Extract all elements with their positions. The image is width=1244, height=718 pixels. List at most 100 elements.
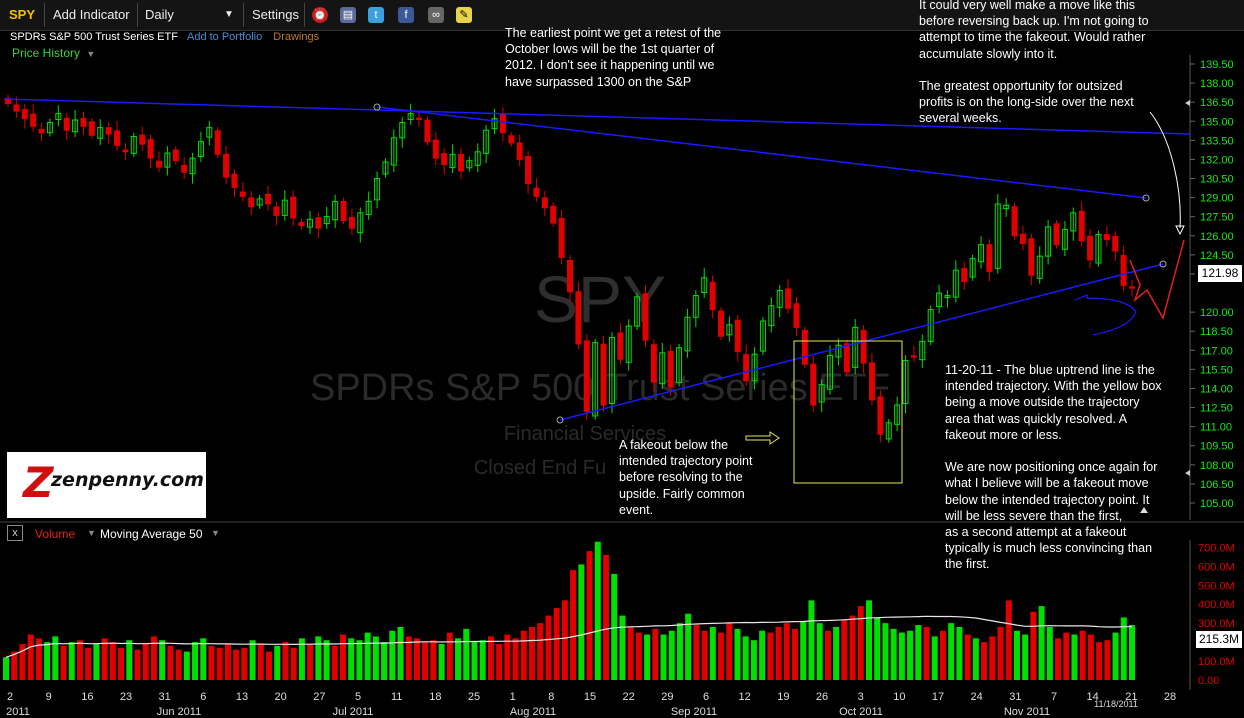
price-tick-label: 135.00	[1200, 116, 1234, 128]
volume-axis: 700.0M600.0M500.0M400.0M300.0M200.0M100.…	[1198, 542, 1235, 687]
add-to-portfolio-link[interactable]: Add to Portfolio	[186, 31, 263, 43]
scroll-up-icon[interactable]	[1140, 507, 1148, 513]
candle-body	[650, 344, 657, 383]
volume-bar	[726, 623, 733, 680]
drawings-link[interactable]: Drawings	[273, 31, 320, 43]
volume-bar	[644, 634, 651, 680]
candle-body	[785, 288, 792, 309]
volume-bar	[101, 638, 108, 680]
interval-select[interactable]: Daily	[145, 7, 174, 22]
candle-body	[600, 343, 607, 406]
facebook-icon[interactable]: f	[398, 7, 414, 23]
volume-bar	[192, 642, 199, 680]
volume-bar	[898, 632, 905, 680]
candle-body	[105, 127, 112, 135]
volume-bar	[1063, 632, 1070, 680]
candle-body	[172, 149, 179, 162]
candle-body	[642, 293, 649, 341]
candle-body	[382, 161, 389, 175]
month-label: Oct 2011	[839, 706, 883, 718]
candle-body	[374, 178, 381, 201]
volume-bar	[701, 630, 708, 680]
candle-body	[206, 127, 213, 138]
candle-body	[776, 289, 783, 308]
projected-fakeout-path	[1129, 239, 1185, 320]
sticky-note-icon[interactable]: ✎	[456, 7, 472, 23]
volume-header: x Volume ▼ Moving Average 50 ▼	[0, 523, 1190, 545]
month-label: Sep 2011	[671, 706, 717, 718]
volume-bar	[759, 630, 766, 680]
volume-ma-label[interactable]: Moving Average 50	[100, 527, 203, 541]
settings-button[interactable]: Settings	[252, 7, 299, 22]
volume-tick-label: 400.0M	[1198, 599, 1235, 611]
volume-bar	[742, 636, 749, 680]
candle-body	[483, 129, 490, 154]
candle-body	[38, 128, 45, 134]
candle-body	[676, 347, 683, 384]
candle-body	[214, 130, 221, 155]
trendline-handle[interactable]	[1159, 260, 1167, 268]
price-tick-label: 115.50	[1200, 364, 1233, 376]
candle-body	[583, 340, 590, 412]
volume-bar	[1112, 632, 1119, 680]
trendline-handle[interactable]	[556, 416, 564, 424]
trendline-handle[interactable]	[373, 103, 381, 111]
month-label: 2011	[6, 706, 30, 718]
link-icon[interactable]: ∞	[428, 7, 444, 23]
date-tick-label: 31	[159, 691, 171, 703]
twitter-icon[interactable]: t	[368, 7, 384, 23]
notes-icon[interactable]: ▤	[340, 7, 356, 23]
candle-body	[1095, 234, 1102, 264]
volume-tick-label: 0.00	[1198, 675, 1219, 687]
logo-text: zenpenny.com	[51, 469, 204, 491]
alarm-icon[interactable]: ⏰	[312, 7, 328, 23]
date-tick-label: 18	[429, 691, 441, 703]
date-tick-label: 1	[510, 691, 516, 703]
toolbar-separator	[44, 3, 45, 27]
volume-bar	[660, 634, 667, 680]
month-label: Jul 2011	[333, 706, 374, 718]
price-tick-label: 139.50	[1200, 59, 1234, 71]
candle-body	[759, 320, 766, 352]
date-tick-label: 16	[81, 691, 93, 703]
volume-bar	[808, 600, 815, 680]
candle-body	[617, 332, 624, 360]
volume-bar	[200, 638, 207, 680]
candle-body	[1070, 212, 1077, 232]
candle-body	[407, 113, 414, 120]
volume-bar	[68, 642, 75, 680]
chevron-down-icon[interactable]: ▼	[224, 9, 234, 20]
chevron-down-icon[interactable]: ▼	[87, 528, 96, 538]
volume-bar	[816, 623, 823, 680]
date-axis: 2 9 16 23 31 6 13 20 27 5 11 18 25 1 8 15 22 29 6 12 19 26 3 10…	[6, 691, 1176, 718]
close-icon[interactable]: x	[7, 525, 23, 541]
volume-bar	[422, 642, 429, 680]
volume-bar	[290, 647, 297, 680]
price-tick-label: 106.50	[1200, 479, 1234, 491]
candle-body	[441, 153, 448, 166]
candle-body	[21, 109, 28, 120]
watermark-name: SPDRs S&P 500 Trust Series ETF	[310, 367, 890, 409]
date-tick-label: 31	[1009, 691, 1021, 703]
candle-body	[944, 295, 951, 299]
candle-body	[1112, 236, 1119, 252]
date-tick-label: 20	[275, 691, 287, 703]
price-history-menu[interactable]: Price History ▼	[12, 46, 95, 60]
toolbar: SPY Add Indicator Daily ▼ Settings ⏰ ▤ t…	[0, 0, 1244, 31]
volume-bar	[931, 636, 938, 680]
symbol-input[interactable]: SPY	[9, 7, 36, 22]
candle-body	[516, 142, 523, 160]
yellow-arrow-icon	[745, 431, 780, 445]
axis-marker-icon	[1185, 470, 1190, 476]
volume-bar	[150, 636, 157, 680]
volume-bar	[578, 564, 585, 680]
chevron-down-icon[interactable]: ▼	[211, 528, 220, 538]
candle-body	[256, 198, 263, 206]
volume-bar	[882, 623, 889, 680]
volume-bar	[241, 647, 248, 680]
trendline-handle[interactable]	[1142, 194, 1150, 202]
add-indicator-button[interactable]: Add Indicator	[53, 7, 130, 22]
candle-body	[432, 139, 439, 159]
volume-bar	[446, 632, 453, 680]
volume-bar	[545, 615, 552, 680]
